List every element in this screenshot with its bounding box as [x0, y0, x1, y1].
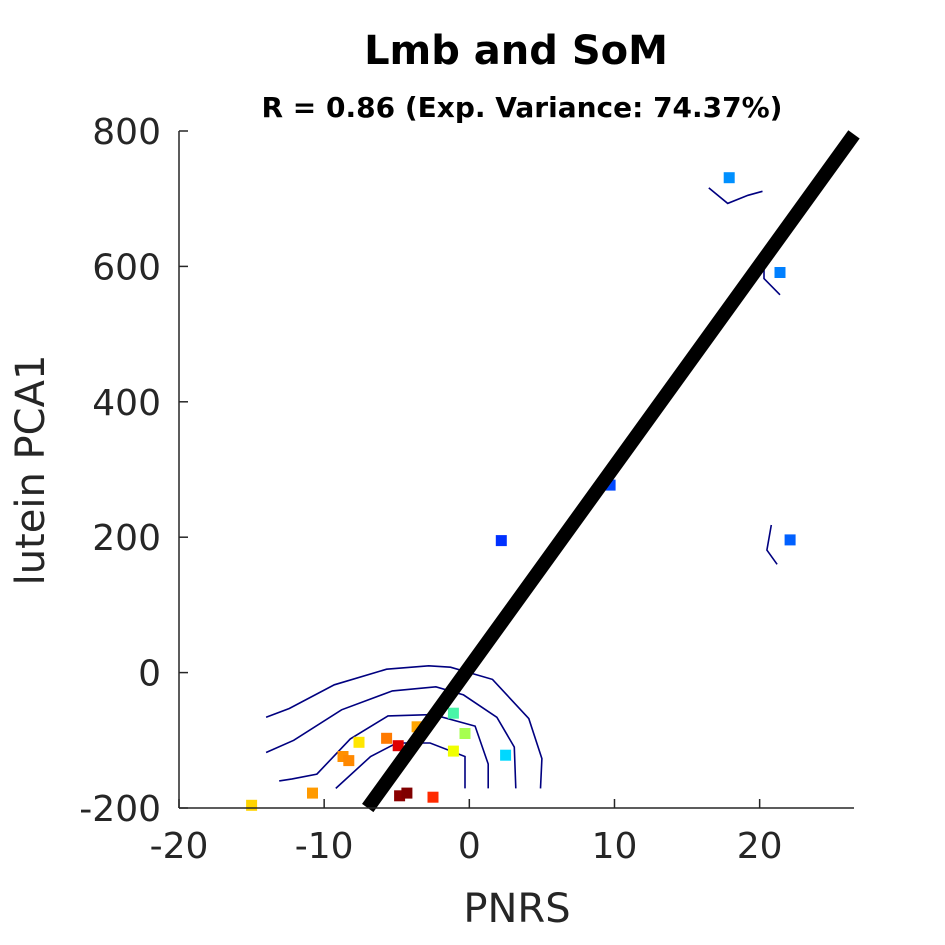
x-tick-label: -10 [295, 826, 354, 867]
data-point-2 [307, 787, 318, 799]
data-point-18 [723, 172, 735, 184]
y-tick-label: 600 [92, 247, 161, 288]
y-tick-label: -200 [79, 789, 161, 830]
axes: -200 0 200 400 600 800 -20 -10 0 10 20 [79, 112, 854, 867]
y-tick-label: 800 [92, 112, 161, 153]
x-tick-label: 0 [458, 826, 481, 867]
data-point-15 [500, 749, 512, 761]
contour-line-5 [708, 187, 763, 205]
data-point-1 [246, 799, 258, 811]
data-point-3 [337, 751, 349, 762]
chart-subtitle: R = 0.86 (Exp. Variance: 74.37%) [262, 91, 783, 124]
density-contours [265, 187, 781, 789]
data-point-9 [394, 790, 406, 802]
regression-fit [362, 130, 860, 813]
x-tick-label: 10 [592, 826, 638, 867]
scatter-points [246, 172, 796, 811]
data-point-11 [427, 791, 439, 803]
data-point-16 [495, 535, 507, 547]
fit-line [362, 130, 860, 813]
y-tick-label: 200 [92, 518, 161, 559]
data-point-14 [459, 728, 471, 739]
data-point-10 [401, 787, 413, 799]
contour-line-2 [265, 685, 517, 789]
data-point-5 [353, 736, 365, 748]
contour-line-1 [265, 664, 543, 789]
chart-title: Lmb and SoM [364, 28, 668, 74]
data-point-17 [604, 479, 616, 491]
data-point-4 [343, 755, 355, 767]
y-axis-label: lutein PCA1 [8, 355, 54, 586]
x-axis-label: PNRS [463, 886, 570, 932]
plot-area: -200 0 200 400 600 800 -20 -10 0 10 20 [79, 112, 860, 867]
y-tick-label: 400 [92, 383, 161, 424]
data-point-12 [447, 707, 459, 719]
data-point-8 [411, 721, 423, 733]
data-point-20 [784, 534, 796, 546]
x-tick-label: -20 [150, 826, 209, 867]
data-point-19 [774, 267, 786, 278]
contour-line-3 [279, 713, 489, 789]
data-point-6 [381, 732, 393, 744]
y-tick-label: 0 [138, 654, 161, 695]
data-point-7 [392, 740, 404, 752]
contour-line-7 [766, 524, 778, 565]
x-tick-label: 20 [737, 826, 783, 867]
data-point-13 [447, 745, 459, 757]
